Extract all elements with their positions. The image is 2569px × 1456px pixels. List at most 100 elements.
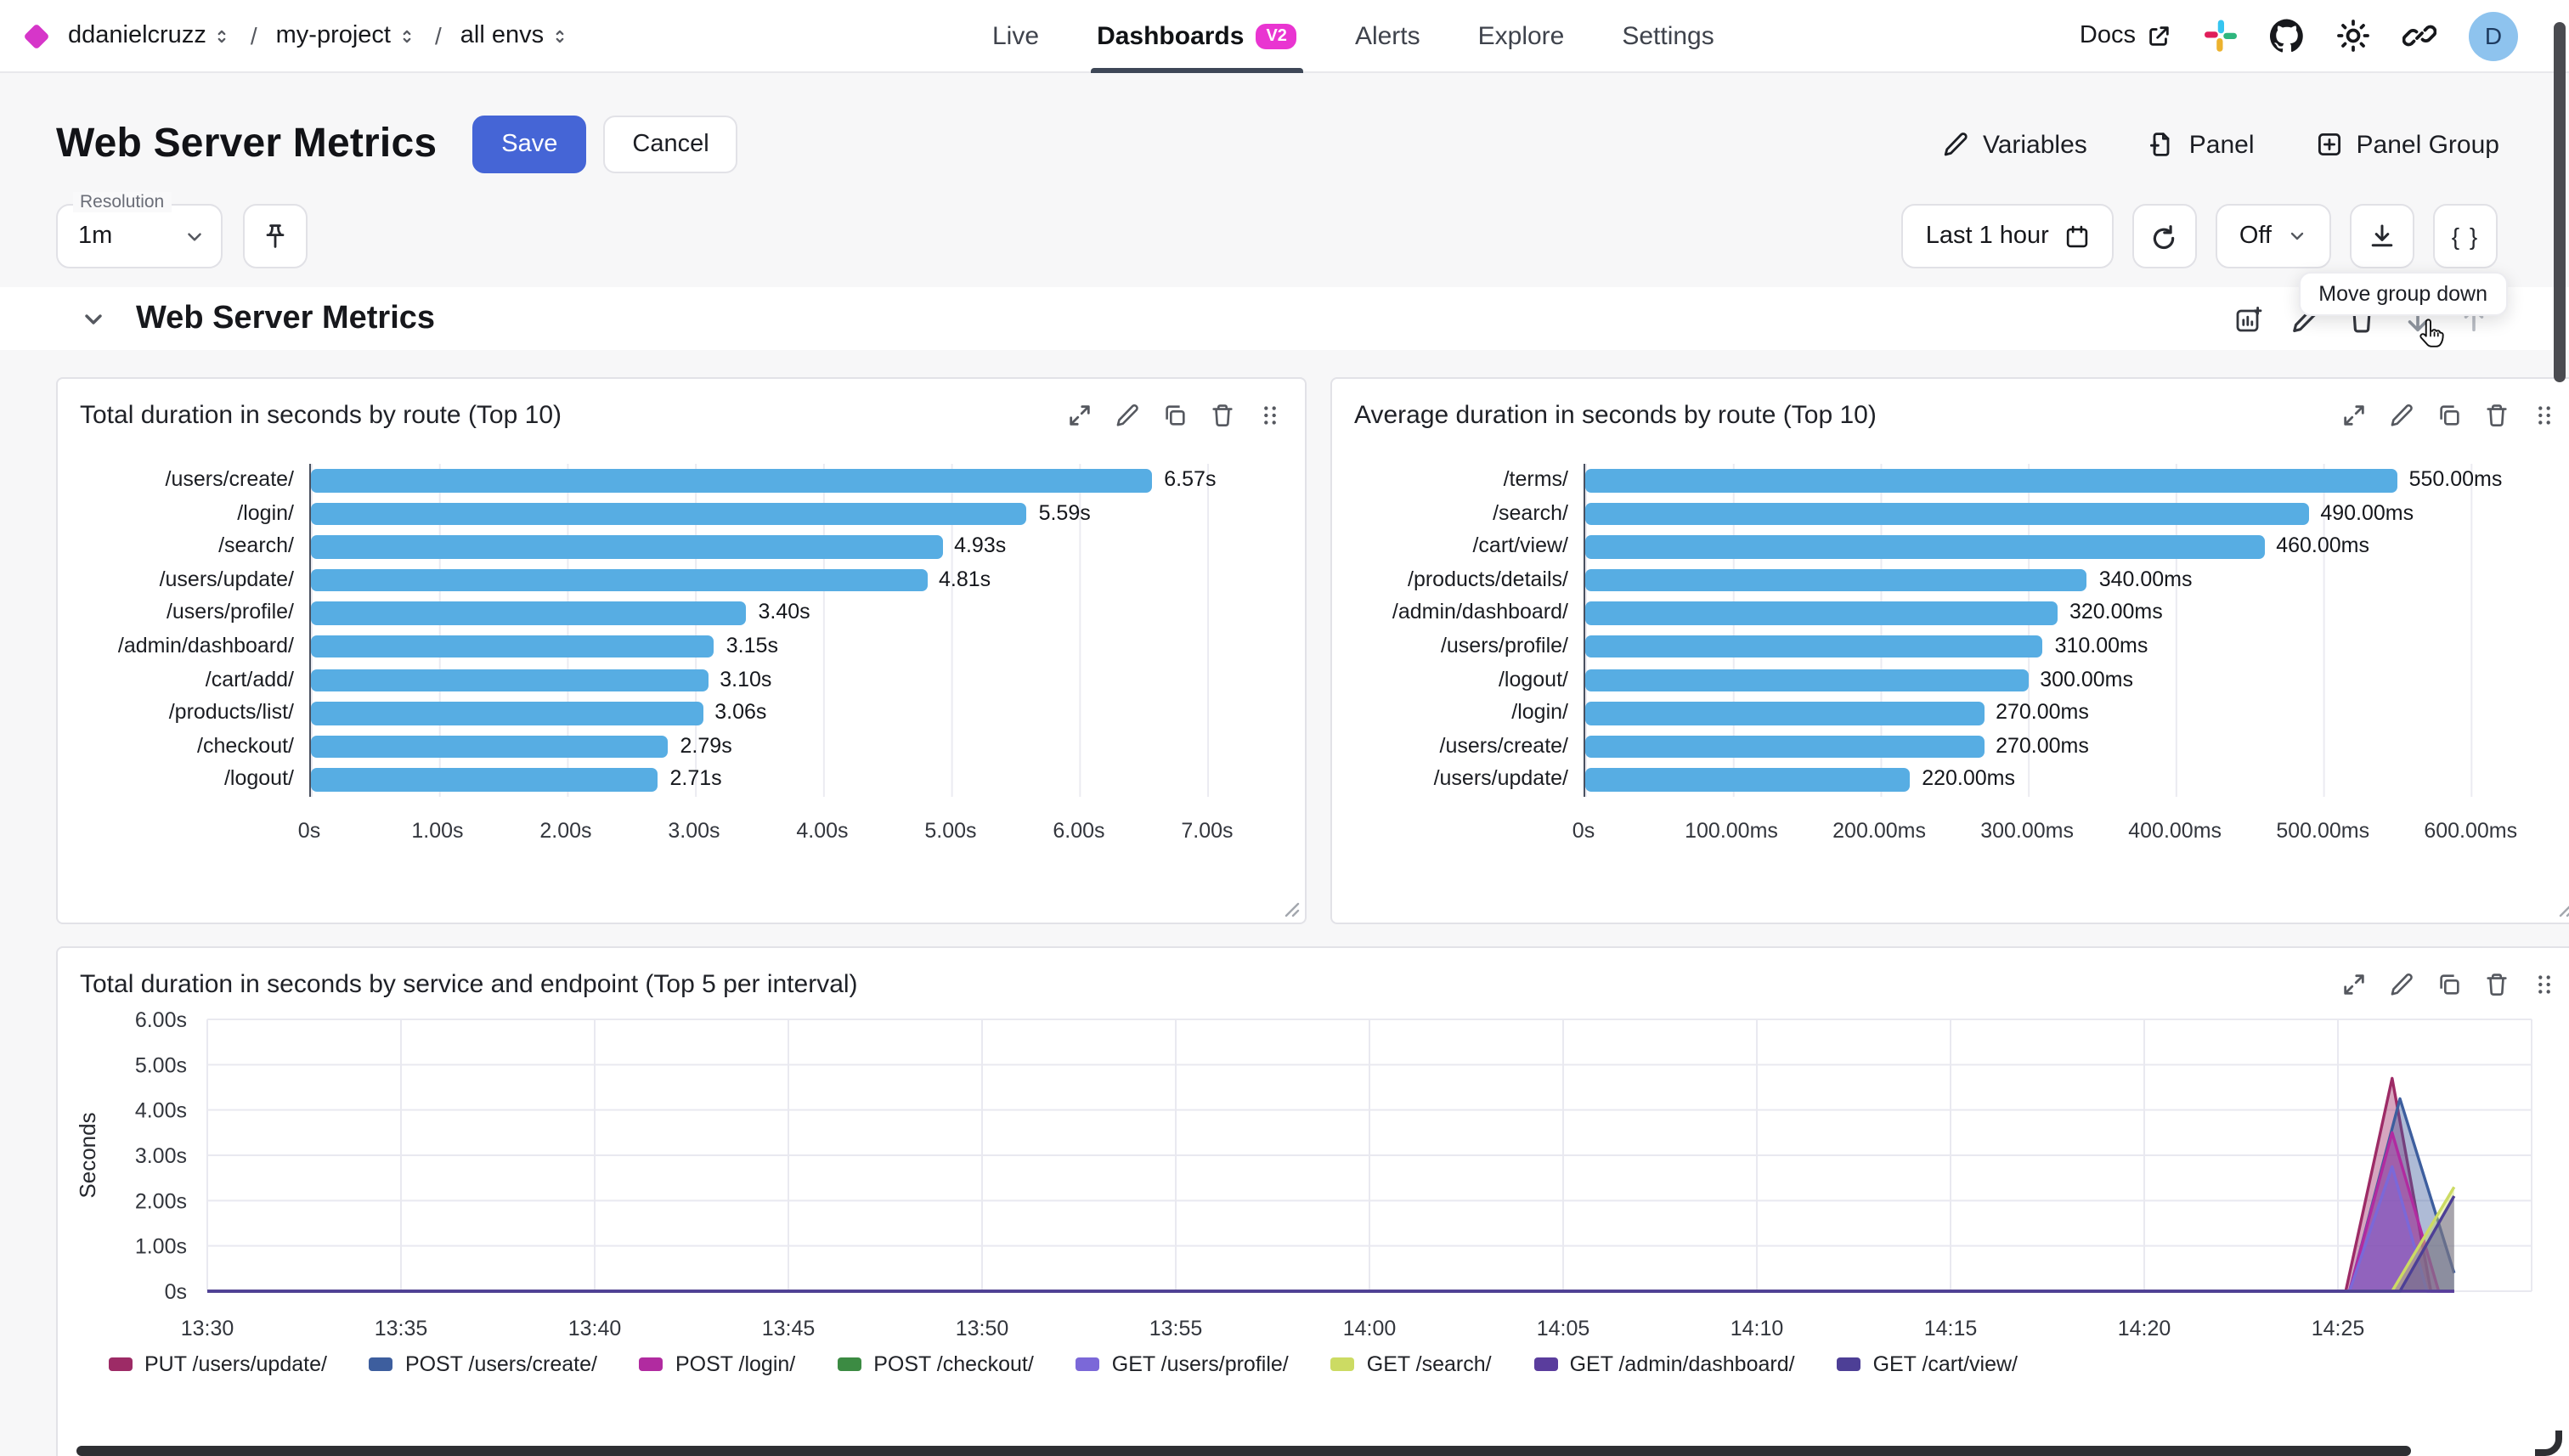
expand-panel-icon[interactable] — [2341, 403, 2367, 428]
github-icon[interactable] — [2270, 19, 2304, 53]
edit-panel-icon[interactable] — [2389, 403, 2414, 428]
bar-value-label: 270.00ms — [1996, 733, 2089, 758]
svg-text:14:00: 14:00 — [1343, 1317, 1397, 1340]
breadcrumb: ddanielcruzz / my-project / all envs — [23, 22, 569, 49]
legend-label: GET /admin/dashboard/ — [1569, 1352, 1795, 1376]
expand-panel-icon[interactable] — [2341, 972, 2367, 997]
docs-link[interactable]: Docs — [2080, 22, 2171, 49]
drag-handle-icon[interactable] — [2532, 972, 2557, 997]
legend-item[interactable]: GET /cart/view/ — [1837, 1352, 2018, 1376]
bar-row: 310.00ms — [1585, 630, 2552, 663]
tab-live[interactable]: Live — [992, 0, 1039, 73]
bar-value-label: 3.40s — [758, 600, 810, 624]
corner-resize-grip[interactable] — [2535, 1431, 2562, 1456]
resize-grip-icon[interactable] — [1284, 902, 1300, 917]
svg-text:0s: 0s — [165, 1280, 187, 1304]
bar-row: 300.00ms — [1585, 663, 2552, 697]
resolution-label: Resolution — [73, 192, 172, 212]
clone-panel-icon[interactable] — [2436, 972, 2462, 997]
edit-panel-icon[interactable] — [1115, 403, 1140, 428]
bar-row: 2.71s — [311, 764, 1278, 797]
delete-panel-icon[interactable] — [2484, 972, 2510, 997]
legend-item[interactable]: POST /checkout/ — [838, 1352, 1034, 1376]
chevron-updown-icon — [218, 29, 227, 42]
share-link-icon[interactable] — [2402, 19, 2436, 53]
add-chart-to-group-button[interactable] — [2234, 303, 2265, 334]
chevron-updown-icon — [556, 29, 564, 42]
save-button[interactable]: Save — [472, 116, 587, 173]
page-title: Web Server Metrics — [56, 121, 438, 166]
pin-resolution-button[interactable] — [243, 204, 308, 268]
avatar[interactable]: D — [2469, 11, 2518, 60]
time-range-select[interactable]: Last 1 hour — [1901, 204, 2114, 268]
add-panel-group-label: Panel Group — [2356, 130, 2499, 159]
delete-panel-icon[interactable] — [2484, 403, 2510, 428]
tab-explore-label: Explore — [1477, 22, 1565, 51]
hbar-chart-average-duration: /terms/ /search/ /cart/view/ /products/deta… — [1332, 437, 2569, 853]
top-nav: ddanielcruzz / my-project / all envs Liv… — [0, 0, 2569, 73]
bar — [311, 768, 658, 792]
cancel-button[interactable]: Cancel — [603, 116, 738, 173]
legend-item[interactable]: GET /search/ — [1330, 1352, 1492, 1376]
bar-value-label: 2.79s — [680, 733, 732, 758]
slack-icon[interactable] — [2204, 19, 2238, 53]
bar-category-label: /search/ — [218, 533, 294, 558]
add-panel-button[interactable]: Panel — [2148, 130, 2255, 159]
drag-handle-icon[interactable] — [1257, 403, 1283, 428]
bar-value-label: 340.00ms — [2098, 567, 2193, 591]
clone-panel-icon[interactable] — [1162, 403, 1188, 428]
legend-item[interactable]: GET /admin/dashboard/ — [1533, 1352, 1795, 1376]
main-nav: Live Dashboards V2 Alerts Explore Settin… — [992, 0, 1714, 73]
svg-text:14:15: 14:15 — [1924, 1317, 1978, 1340]
edit-panel-icon[interactable] — [2389, 972, 2414, 997]
bar — [1585, 601, 2058, 625]
legend-color-chip — [369, 1357, 393, 1371]
breadcrumb-project-select[interactable]: my-project — [276, 22, 416, 49]
hbar-chart-total-duration: /users/create/ /login/ /search/ /users/upda… — [58, 437, 1305, 853]
resolution-select[interactable]: Resolution 1m — [56, 192, 223, 268]
collapse-chevron-icon[interactable] — [80, 305, 107, 332]
auto-refresh-select[interactable]: Off — [2215, 204, 2331, 268]
refresh-button[interactable] — [2131, 204, 2197, 268]
bar — [1585, 568, 2087, 592]
variables-button[interactable]: Variables — [1942, 130, 2087, 159]
chevron-down-icon — [188, 233, 201, 241]
tab-explore[interactable]: Explore — [1478, 0, 1565, 73]
panel-title: Average duration in seconds by route (To… — [1354, 401, 1877, 430]
legend-item[interactable]: PUT /users/update/ — [109, 1352, 327, 1376]
bar-category-label: /terms/ — [1503, 467, 1568, 491]
tab-settings[interactable]: Settings — [1622, 0, 1714, 73]
svg-text:13:45: 13:45 — [762, 1317, 816, 1340]
bar-row: 4.93s — [311, 530, 1278, 563]
legend-item[interactable]: GET /users/profile/ — [1076, 1352, 1289, 1376]
tab-alerts[interactable]: Alerts — [1355, 0, 1420, 73]
bar-value-label: 310.00ms — [2054, 633, 2148, 657]
legend-label: POST /login/ — [675, 1352, 796, 1376]
json-view-button[interactable]: { } — [2433, 204, 2498, 268]
vertical-scrollbar-thumb[interactable] — [2554, 22, 2566, 382]
breadcrumb-env-select[interactable]: all envs — [460, 22, 569, 49]
legend-item[interactable]: POST /login/ — [639, 1352, 796, 1376]
bar-row: 6.57s — [311, 464, 1278, 497]
bar — [1585, 635, 2043, 658]
breadcrumb-org-select[interactable]: ddanielcruzz — [68, 22, 232, 49]
drag-handle-icon[interactable] — [2532, 403, 2557, 428]
horizontal-scrollbar-thumb[interactable] — [76, 1446, 2411, 1456]
download-button[interactable] — [2350, 204, 2414, 268]
bar-category-label: /products/list/ — [168, 700, 294, 725]
tab-dashboards[interactable]: Dashboards V2 — [1090, 0, 1304, 73]
add-panel-group-button[interactable]: Panel Group — [2316, 130, 2499, 159]
bar-row: 340.00ms — [1585, 564, 2552, 597]
resize-grip-icon[interactable] — [2559, 902, 2569, 917]
theme-sun-icon[interactable] — [2336, 19, 2370, 53]
legend-color-chip — [1076, 1357, 1100, 1371]
legend-label: POST /users/create/ — [404, 1352, 597, 1376]
delete-panel-icon[interactable] — [1210, 403, 1235, 428]
bar — [311, 535, 943, 559]
clone-panel-icon[interactable] — [2436, 403, 2462, 428]
panel-header: Total duration in seconds by route (Top … — [58, 379, 1305, 437]
expand-panel-icon[interactable] — [1067, 403, 1093, 428]
breadcrumb-env-label: all envs — [460, 22, 545, 49]
legend-item[interactable]: POST /users/create/ — [369, 1352, 597, 1376]
panel-actions — [1067, 403, 1283, 428]
